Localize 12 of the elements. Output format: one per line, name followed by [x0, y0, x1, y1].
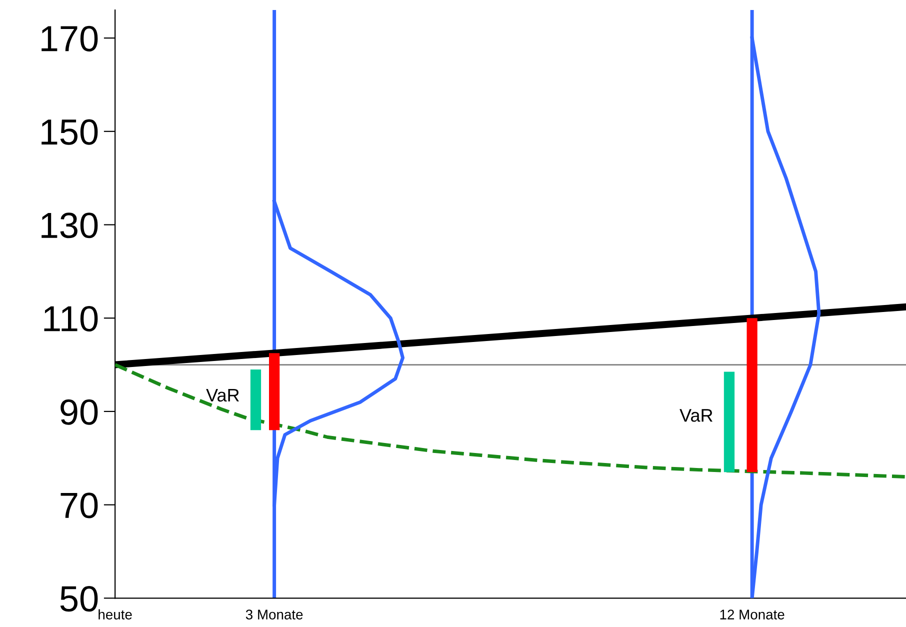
y-tick-label: 90 [60, 399, 98, 425]
y-tick-label: 110 [44, 306, 98, 332]
annotation: VaR [680, 409, 712, 422]
x-tick-label: 3 Monate [246, 610, 303, 620]
y-tick-label: 70 [60, 492, 98, 518]
annotation: VaR [206, 388, 239, 402]
y-tick-label: 50 [60, 586, 98, 612]
x-tick-label: heute [98, 609, 132, 620]
y-tick-label: 130 [42, 212, 98, 238]
x-tick-label: 12 Monate [720, 610, 784, 620]
y-tick-label: 170 [42, 26, 98, 52]
y-tick-label: 150 [42, 119, 98, 145]
